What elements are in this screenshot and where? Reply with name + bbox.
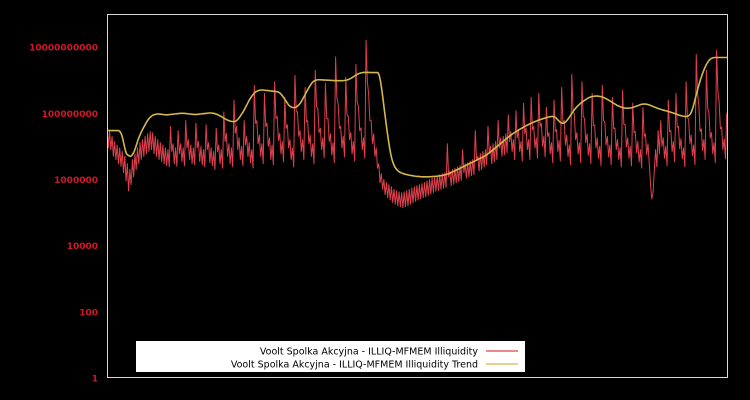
legend-entry-label: Voolt Spolka Akcyjna - ILLIQ-MFMEM Illiq… bbox=[231, 360, 478, 371]
legend-background bbox=[136, 341, 525, 372]
y-axis-tick-labels: 10000000000 100000000 1000000 10000 100 1 bbox=[29, 44, 98, 385]
legend-entry-label: Voolt Spolka Akcyjna - ILLIQ-MFMEM Illiq… bbox=[260, 347, 478, 358]
illiquidity-trend-series-line bbox=[107, 56, 728, 178]
illiquidity-series-line bbox=[107, 39, 728, 209]
y-axis-tick-label: 100000000 bbox=[42, 110, 98, 120]
series-group bbox=[107, 39, 728, 209]
y-axis-tick-label: 10000 bbox=[67, 242, 98, 252]
chart-legend: Voolt Spolka Akcyjna - ILLIQ-MFMEM Illiq… bbox=[136, 341, 525, 372]
plot-frame bbox=[107, 14, 728, 378]
y-axis-tick-label: 100 bbox=[79, 308, 98, 318]
y-axis-tick-label: 10000000000 bbox=[29, 44, 98, 54]
y-axis-tick-label: 1 bbox=[92, 375, 98, 385]
y-axis-tick-label: 1000000 bbox=[54, 176, 98, 186]
